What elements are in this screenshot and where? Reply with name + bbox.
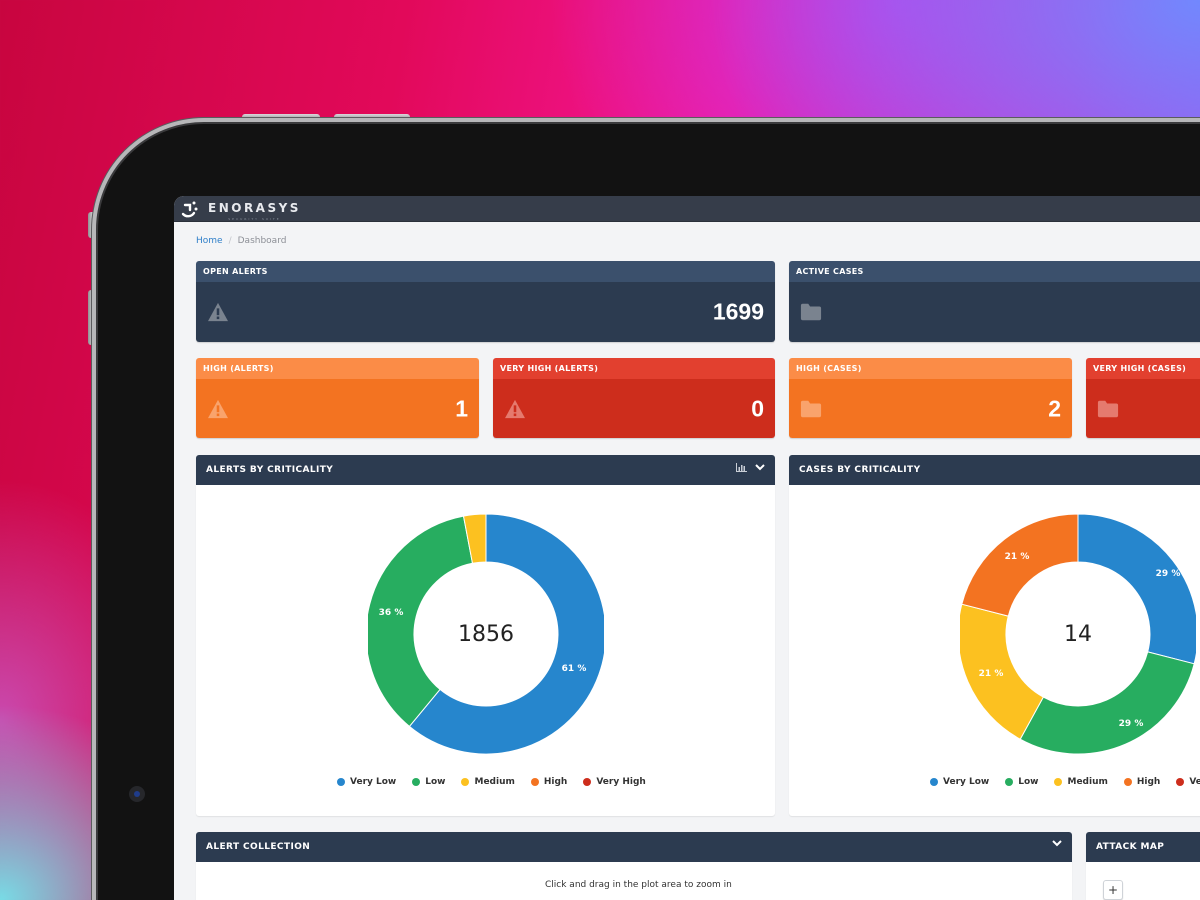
chevron-down-icon[interactable] (755, 464, 765, 471)
legend-label: Very Low (943, 777, 990, 787)
top-navbar: ENORASYS SECURITY SUITE (174, 196, 1200, 222)
breadcrumb-current: Dashboard (237, 236, 287, 246)
map-zoom-in-button[interactable]: + (1103, 880, 1123, 900)
dashboard-screen: ENORASYS SECURITY SUITE Home / Dashboard… (174, 196, 1200, 900)
tablet-top-button-2 (334, 114, 410, 120)
medium-pct-label: 21 % (978, 669, 1004, 679)
alerts-legend: Very Low Low Medium High Very High (337, 777, 646, 787)
legend-low[interactable]: Low (412, 777, 445, 787)
legend-dot (1123, 778, 1132, 786)
folder-icon (800, 303, 822, 321)
tablet-side-button-2 (88, 290, 93, 345)
breadcrumb-home[interactable]: Home (196, 236, 223, 246)
legend-medium[interactable]: Medium (1054, 777, 1108, 787)
legend-dot (1054, 778, 1063, 786)
folder-icon (800, 400, 822, 417)
legend-label: Medium (474, 777, 515, 787)
very-high-alerts-card[interactable]: VERY HIGH (ALERTS) 0 (493, 358, 775, 438)
legend-dot (583, 778, 592, 786)
legend-label: High (1136, 777, 1161, 787)
zoom-hint: Click and drag in the plot area to zoom … (545, 880, 732, 890)
legend-very-high[interactable]: Very High (583, 777, 646, 787)
alerts-by-criticality-title: ALERTS BY CRITICALITY (206, 465, 334, 475)
tablet-top-button-1 (242, 114, 320, 120)
cases-donut-chart[interactable]: 14 29 % 29 % 21 % 21 % (957, 512, 1199, 756)
open-alerts-card[interactable]: OPEN ALERTS 1699 (196, 261, 775, 342)
camera-icon (129, 786, 145, 802)
open-alerts-value: 1699 (712, 298, 764, 325)
brand-logo[interactable]: ENORASYS SECURITY SUITE (178, 197, 301, 221)
segment-very-low[interactable] (1077, 513, 1199, 665)
active-cases-label: ACTIVE CASES (789, 261, 1200, 282)
legend-medium[interactable]: Medium (461, 777, 515, 787)
open-alerts-label: OPEN ALERTS (196, 261, 775, 282)
alerts-donut-chart[interactable]: 1856 61 % 36 % (365, 512, 607, 756)
brand-subtitle: SECURITY SUITE (228, 216, 281, 221)
legend-very-low[interactable]: Very Low (337, 777, 396, 787)
high-cases-value: 2 (1048, 395, 1061, 421)
attack-map-title: ATTACK MAP (1096, 842, 1165, 852)
very-high-alerts-value: 0 (751, 395, 764, 421)
alert-collection-panel: ALERT COLLECTION Click and drag in the p… (196, 832, 1072, 900)
cases-total: 14 (1064, 621, 1092, 647)
legend-dot (1176, 778, 1185, 786)
legend-dot (530, 778, 539, 786)
low-pct-label: 36 % (378, 608, 404, 618)
cases-by-criticality-title: CASES BY CRITICALITY (799, 465, 921, 475)
high-cases-card[interactable]: HIGH (CASES) 2 (789, 358, 1072, 438)
alerts-by-criticality-panel: ALERTS BY CRITICALITY 1856 61 % 36 % (196, 455, 775, 816)
legend-dot (930, 778, 938, 786)
legend-label: Low (1018, 777, 1039, 787)
legend-dot (461, 778, 470, 786)
legend-low[interactable]: Low (1005, 777, 1038, 787)
cases-by-criticality-panel: CASES BY CRITICALITY 14 29 % 29 % 21 % 2 (789, 455, 1200, 816)
legend-very-high[interactable]: Very High (1176, 777, 1200, 787)
segment-low[interactable] (365, 515, 474, 728)
segment-low[interactable] (1019, 651, 1195, 755)
chevron-down-icon[interactable] (1052, 840, 1062, 847)
very-high-cases-label: VERY HIGH (CASES) (1086, 358, 1200, 379)
legend-label: Very Low (350, 777, 397, 787)
brand-name: ENORASYS (208, 200, 301, 215)
segment-very-low[interactable] (408, 513, 607, 755)
attack-map-panel: ATTACK MAP + (1086, 832, 1200, 900)
legend-label: High (543, 777, 568, 787)
alerts-total: 1856 (458, 621, 514, 647)
very-high-alerts-label: VERY HIGH (ALERTS) (493, 358, 775, 379)
active-cases-card[interactable]: ACTIVE CASES (789, 261, 1200, 342)
breadcrumb: Home / Dashboard (196, 236, 286, 246)
warning-icon (208, 399, 228, 418)
legend-dot (337, 778, 345, 786)
segment-high[interactable] (961, 513, 1079, 617)
cases-legend: Very Low Low Medium High Very High (930, 777, 1200, 787)
alert-collection-title: ALERT COLLECTION (206, 842, 311, 852)
legend-dot (412, 778, 421, 786)
tablet-side-button (88, 212, 93, 238)
legend-label: Low (425, 777, 446, 787)
folder-icon (1097, 400, 1119, 417)
legend-dot (1005, 778, 1014, 786)
high-alerts-card[interactable]: HIGH (ALERTS) 1 (196, 358, 479, 438)
very-low-pct-label: 61 % (561, 664, 587, 674)
high-cases-label: HIGH (CASES) (789, 358, 1072, 379)
segment-medium[interactable] (462, 513, 487, 564)
low-pct-label: 29 % (1118, 719, 1144, 729)
legend-very-low[interactable]: Very Low (930, 777, 989, 787)
high-pct-label: 21 % (1004, 552, 1030, 562)
legend-label: Medium (1067, 777, 1108, 787)
high-alerts-label: HIGH (ALERTS) (196, 358, 479, 379)
bar-chart-icon[interactable] (736, 463, 747, 472)
logo-mark-icon (181, 201, 198, 217)
legend-label: Very High (596, 777, 646, 787)
high-alerts-value: 1 (455, 395, 468, 421)
legend-high[interactable]: High (1123, 777, 1161, 787)
warning-icon (208, 302, 228, 322)
breadcrumb-separator: / (228, 236, 232, 246)
warning-icon (505, 399, 525, 418)
very-high-cases-card[interactable]: VERY HIGH (CASES) (1086, 358, 1200, 438)
very-low-pct-label: 29 % (1155, 569, 1181, 579)
legend-high[interactable]: High (530, 777, 568, 787)
legend-label: Very High (1189, 777, 1200, 787)
